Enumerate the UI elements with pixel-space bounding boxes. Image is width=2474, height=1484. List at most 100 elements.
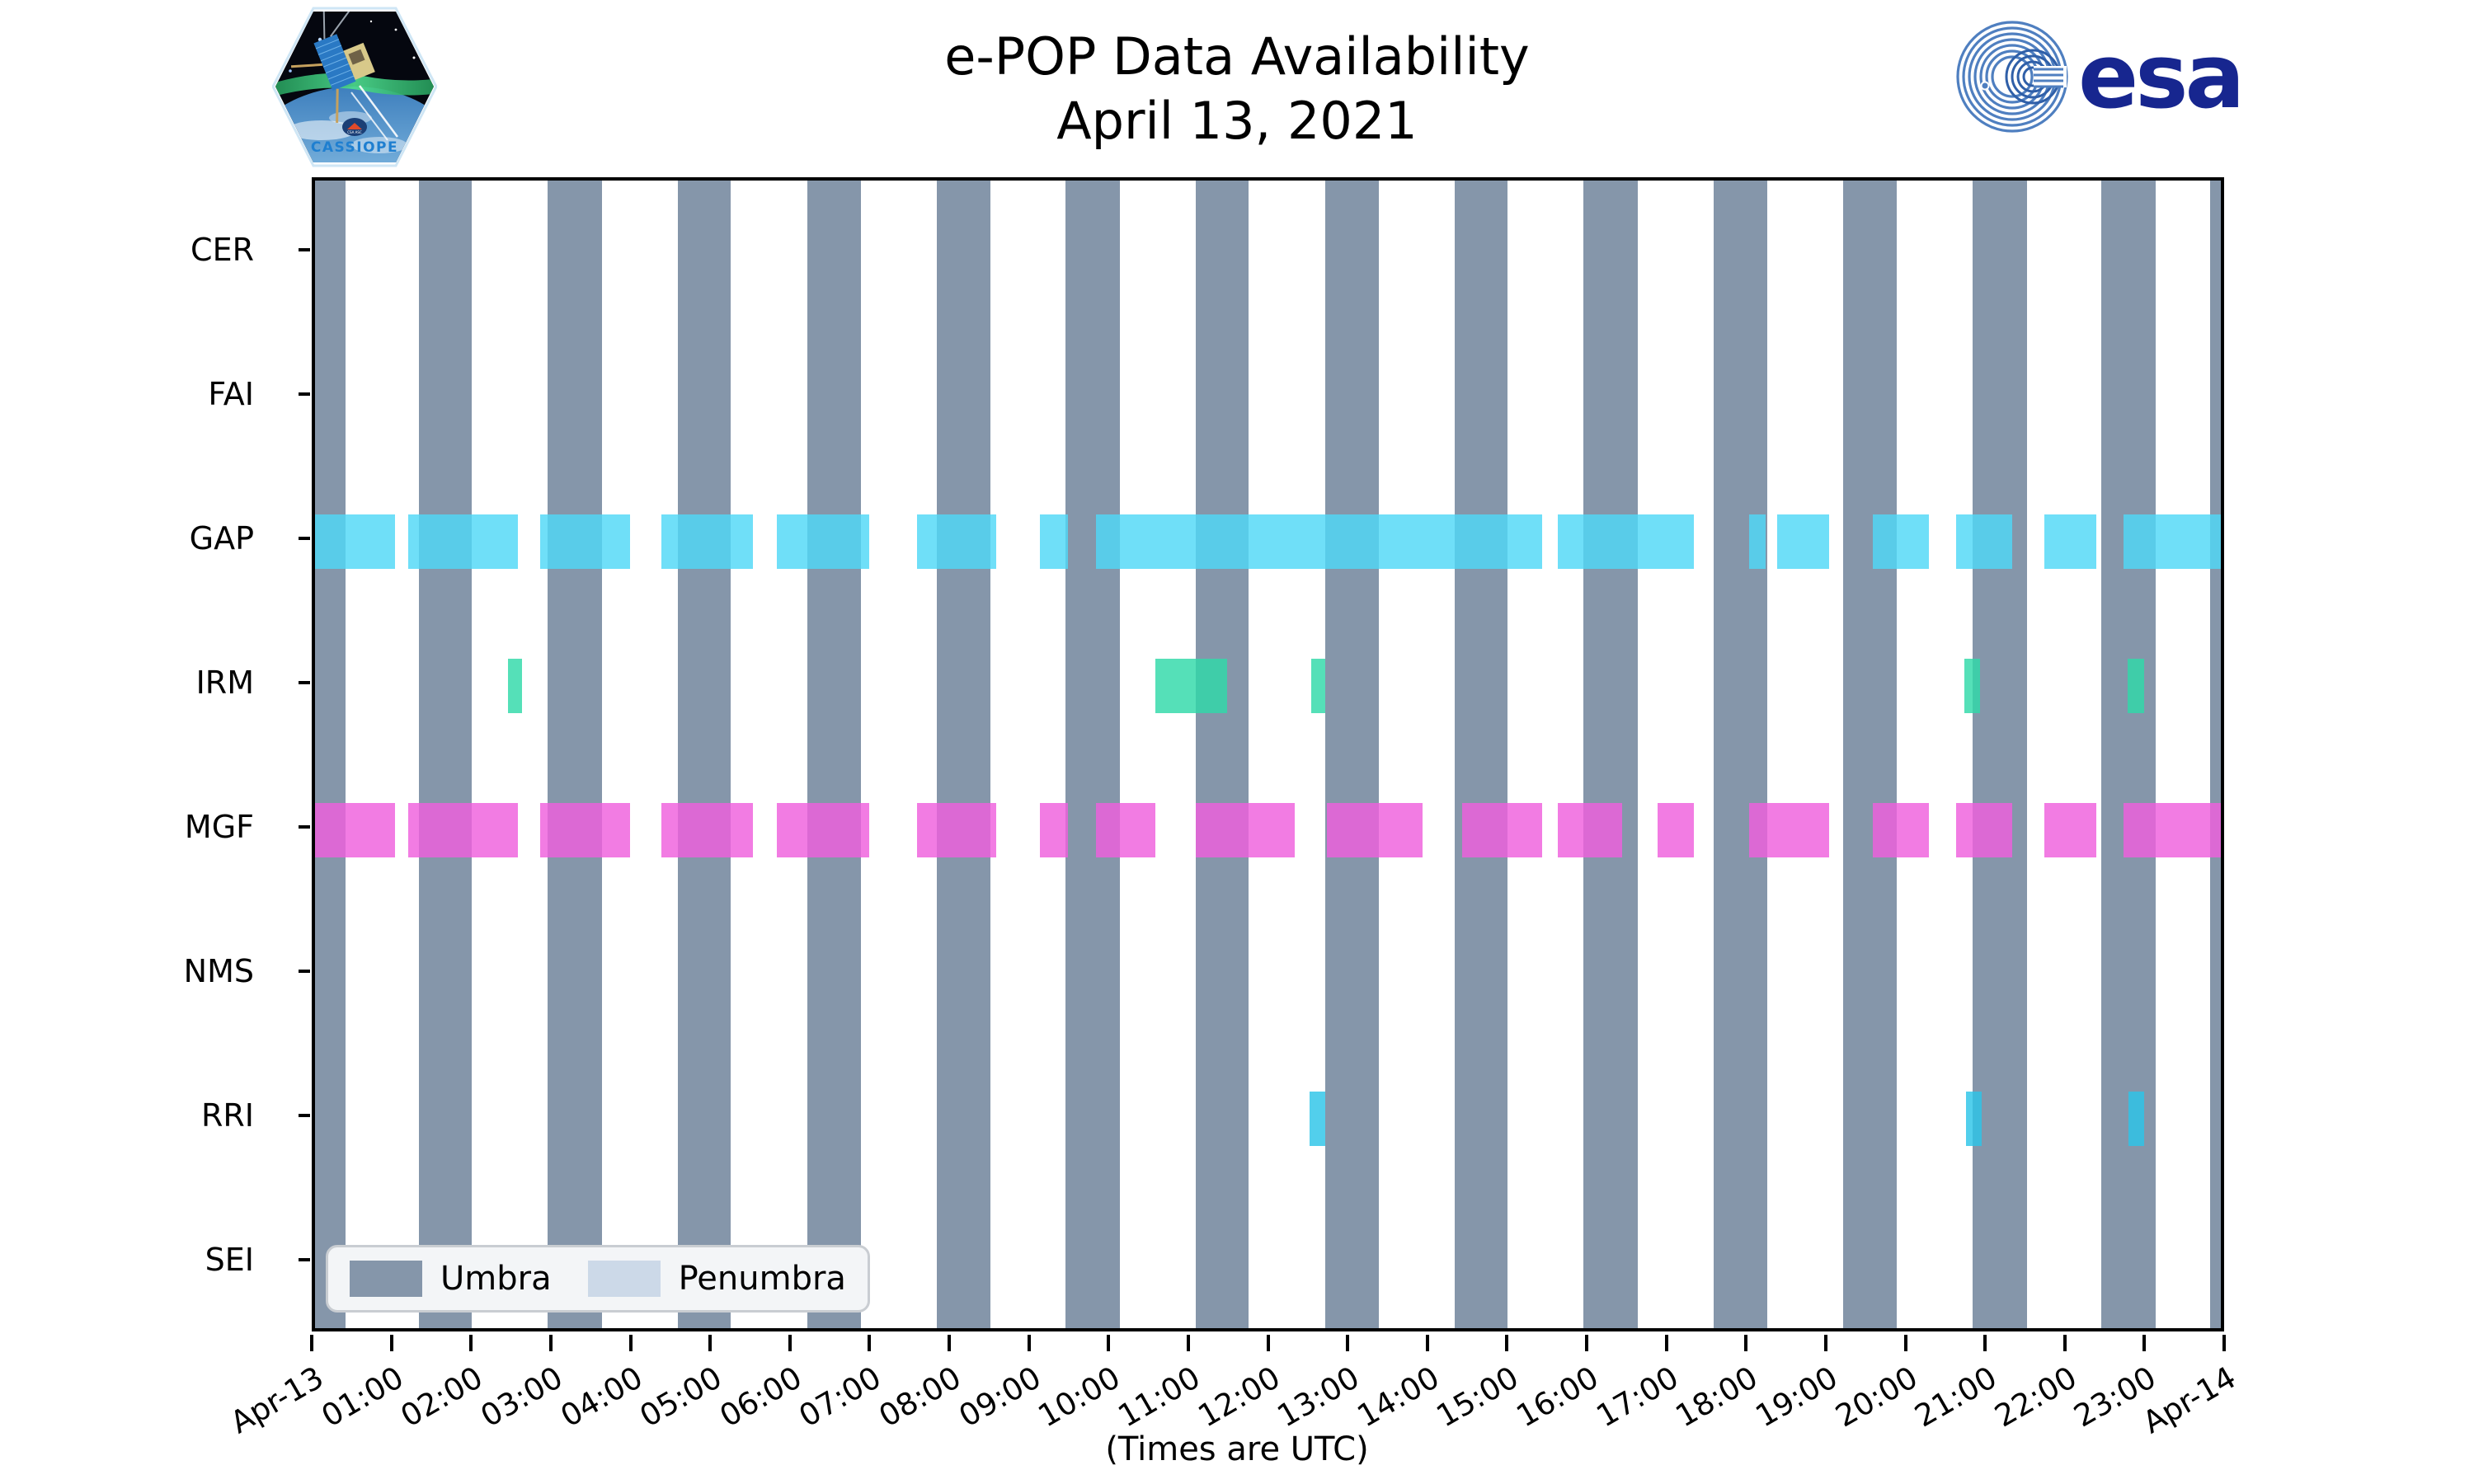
data-bar-mgf: [408, 802, 519, 857]
data-bar-gap: [540, 514, 630, 569]
y-tick-label-irm: IRM: [195, 664, 254, 701]
data-bar-gap: [1749, 514, 1766, 569]
umbra-band: [1843, 181, 1897, 1328]
data-bar-irm: [1964, 658, 1981, 713]
umbra-band: [1065, 181, 1120, 1328]
data-bar-irm: [1310, 658, 1326, 713]
data-bar-irm: [2128, 658, 2144, 713]
umbra-band: [418, 181, 473, 1328]
legend-swatch-umbra: [350, 1261, 422, 1297]
x-tick-mark: [2062, 1335, 2067, 1351]
plot-area: [312, 177, 2224, 1331]
x-tick-mark: [2142, 1335, 2147, 1351]
esa-wordmark: esa: [2078, 26, 2241, 129]
data-bar-gap: [1777, 514, 1829, 569]
x-tick-mark: [1903, 1335, 1907, 1351]
umbra-band: [1713, 181, 1767, 1328]
svg-text:CSA ASC: CSA ASC: [347, 130, 362, 134]
cassiope-logo-caption: CASSIOPE: [311, 139, 398, 156]
umbra-band: [2101, 181, 2157, 1328]
data-bar-gap: [1956, 514, 2013, 569]
y-tick-mark: [299, 392, 310, 396]
x-tick-mark: [788, 1335, 792, 1351]
data-bar-mgf: [916, 802, 997, 857]
data-bar-mgf: [1558, 802, 1622, 857]
data-bar-rri: [1309, 1091, 1326, 1146]
data-bar-rri: [2128, 1091, 2145, 1146]
umbra-band: [1195, 181, 1249, 1328]
x-tick-mark: [1266, 1335, 1270, 1351]
data-bar-gap: [777, 514, 869, 569]
legend-label-umbra: Umbra: [440, 1260, 552, 1298]
data-bar-mgf: [1327, 802, 1423, 857]
x-tick-mark: [1346, 1335, 1350, 1351]
x-tick-mark: [548, 1335, 553, 1351]
y-tick-label-fai: FAI: [208, 375, 254, 412]
data-bar-mgf: [2044, 802, 2096, 857]
x-tick-mark: [1425, 1335, 1429, 1351]
cassiope-mission-patch-logo: CSA ASC CASSIOPE: [271, 7, 438, 167]
data-bar-mgf: [540, 802, 630, 857]
data-bar-mgf: [777, 802, 869, 857]
umbra-band: [1454, 181, 1508, 1328]
x-tick-mark: [1107, 1335, 1111, 1351]
y-tick-mark: [299, 536, 310, 540]
x-tick-mark: [948, 1335, 951, 1351]
legend-label-penumbra: Penumbra: [678, 1260, 846, 1298]
esa-globe-icon: [1956, 21, 2068, 133]
data-bar-gap: [1873, 514, 1929, 569]
umbra-band: [807, 181, 861, 1328]
data-bar-gap: [2044, 514, 2096, 569]
x-tick-mark: [708, 1335, 713, 1351]
y-tick-label-mgf: MGF: [184, 808, 254, 845]
esa-logo: esa: [1954, 15, 2317, 139]
x-tick-mark: [868, 1335, 872, 1351]
umbra-band: [1325, 181, 1379, 1328]
y-tick-label-cer: CER: [190, 231, 254, 268]
x-tick-mark: [1664, 1335, 1668, 1351]
data-bar-gap: [916, 514, 997, 569]
x-axis-caption: (Times are UTC): [1105, 1430, 1369, 1468]
data-bar-mgf: [1095, 802, 1156, 857]
x-tick-mark: [628, 1335, 633, 1351]
x-tick-mark: [1505, 1335, 1509, 1351]
umbra-band: [2209, 181, 2221, 1328]
x-tick-mark: [1744, 1335, 1748, 1351]
y-tick-label-rri: RRI: [200, 1097, 254, 1134]
x-tick-mark: [2222, 1335, 2226, 1351]
y-tick-mark: [299, 1257, 310, 1261]
data-bar-gap: [1558, 514, 1694, 569]
umbra-band: [315, 181, 346, 1328]
data-bar-mgf: [1658, 802, 1694, 857]
data-bar-mgf: [315, 802, 395, 857]
data-bar-gap: [408, 514, 519, 569]
data-bar-mgf: [1040, 802, 1069, 857]
x-tick-mark: [310, 1335, 313, 1351]
x-tick-mark: [1186, 1335, 1190, 1351]
data-bar-mgf: [661, 802, 754, 857]
data-bar-mgf: [1749, 802, 1829, 857]
x-tick-mark: [1027, 1335, 1031, 1351]
legend-entry-penumbra: Penumbra: [587, 1260, 846, 1298]
y-tick-mark: [299, 680, 310, 684]
data-bar-mgf: [1462, 802, 1543, 857]
data-bar-gap: [1095, 514, 1543, 569]
y-tick-label-sei: SEI: [205, 1241, 254, 1278]
data-bar-mgf: [1873, 802, 1929, 857]
legend-entry-umbra: Umbra: [350, 1260, 552, 1298]
data-bar-gap: [1040, 514, 1069, 569]
x-tick-mark: [1823, 1335, 1827, 1351]
umbra-band: [936, 181, 991, 1328]
data-bar-gap: [2124, 514, 2221, 569]
plot-inner-canvas: [315, 181, 2221, 1328]
data-bar-gap: [315, 514, 395, 569]
data-bar-irm: [507, 658, 523, 713]
legend-swatch-penumbra: [587, 1261, 661, 1297]
data-bar-mgf: [1956, 802, 2013, 857]
x-tick-mark: [1983, 1335, 1987, 1351]
shadow-legend: Umbra Penumbra: [326, 1245, 870, 1313]
y-tick-label-nms: NMS: [183, 952, 254, 989]
umbra-band: [1583, 181, 1638, 1328]
y-tick-label-gap: GAP: [189, 519, 254, 556]
